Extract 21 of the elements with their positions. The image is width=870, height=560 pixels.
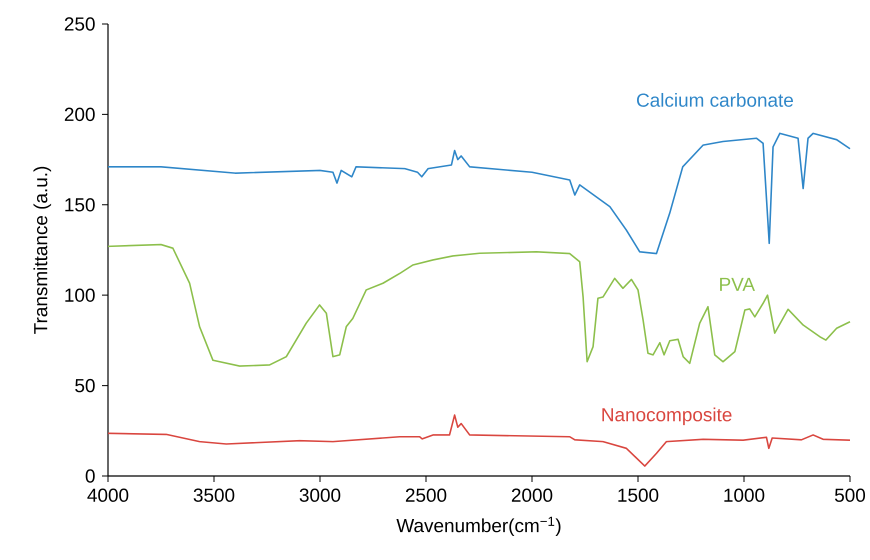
line-series	[107, 244, 851, 367]
x-tick-label: 1000	[724, 488, 764, 502]
y-tick-label: 250	[64, 17, 95, 31]
x-tick-label: 3000	[300, 488, 340, 502]
x-tick-label: 3500	[194, 488, 234, 502]
y-axis-title: Transmittance (a.u.)	[33, 166, 52, 334]
x-axis-title: Wavenumber(cm$^{−1}$)	[396, 516, 560, 536]
x-tick-label: 500	[834, 488, 866, 502]
series-label: Nanocomposite	[602, 407, 732, 426]
x-tick-label: 2000	[512, 488, 552, 502]
x-tick-label: 1500	[618, 488, 658, 502]
y-tick-label: 0	[86, 469, 95, 483]
y-tick-label: 100	[65, 288, 95, 302]
series-label: PVA	[720, 278, 755, 291]
line-series	[107, 132, 851, 254]
x-tick-label: 4000	[87, 488, 128, 502]
y-tick-label: 50	[75, 378, 95, 392]
x-tick-label: 2500	[406, 488, 446, 502]
y-tick-label: 200	[64, 108, 95, 122]
y-tick-label: 150	[65, 198, 95, 212]
series-label: Calcium carbonate	[637, 92, 793, 107]
